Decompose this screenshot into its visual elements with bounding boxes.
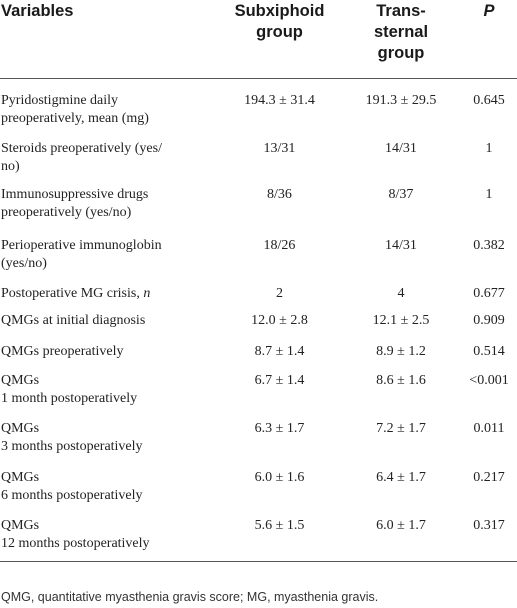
variable-line: 1 month postoperatively <box>1 391 138 406</box>
variable-line: no) <box>1 159 20 174</box>
header-variables: Variables <box>0 0 218 79</box>
cell-subxiphoid: 13/31 <box>263 141 296 156</box>
cell-subxiphoid: 18/26 <box>263 238 296 253</box>
cell-p-value: 0.317 <box>461 508 517 562</box>
variable-line: QMGs <box>1 518 40 533</box>
cell-subxiphoid: 8/36 <box>267 187 292 202</box>
variable-line: Perioperative immunoglobin <box>1 238 162 253</box>
cell-p-value: 0.645 <box>473 93 505 108</box>
variable-line: QMGs <box>1 470 40 485</box>
comparison-table-wrapper: Variables Subxiphoid group Trans- sterna… <box>0 0 517 562</box>
cell-p-value: 0.514 <box>473 344 505 359</box>
variable-line: 6 months postoperatively <box>1 488 143 503</box>
cell-transsternal: 14/31 <box>385 238 417 253</box>
cell-variable: Immunosuppressive drugs preoperatively (y… <box>0 179 218 226</box>
variable-line: Steroids preoperatively (yes/ <box>1 141 162 156</box>
variable-line: preoperatively (yes/no) <box>1 205 132 220</box>
comparison-table: Variables Subxiphoid group Trans- sterna… <box>0 0 517 562</box>
cell-subxiphoid: 6.0 ± 1.6 <box>254 470 305 485</box>
table-row: Pyridostigmine daily preoperatively, mean… <box>0 79 517 131</box>
cell-variable: QMGs at initial diagnosis <box>0 304 218 333</box>
variable-line: QMGs <box>1 373 40 388</box>
cell-p-value: 0.217 <box>473 470 505 485</box>
cell-subxiphoid: 12.0 ± 2.8 <box>251 313 308 328</box>
header-transsternal-line-1: Trans- <box>376 2 426 20</box>
cell-subxiphoid: 194.3 ± 31.4 <box>244 93 315 108</box>
cell-variable: QMGs 12 months postoperatively <box>0 508 218 562</box>
cell-transsternal: 8.6 ± 1.6 <box>376 373 426 388</box>
cell-variable: QMGs 6 months postoperatively <box>0 460 218 508</box>
header-subxiphoid-line-1: Subxiphoid <box>234 2 325 20</box>
cell-variable: Steroids preoperatively (yes/no) <box>0 130 218 179</box>
variable-line: Postoperative MG crisis, <box>1 286 144 301</box>
variable-line: Pyridostigmine daily <box>1 93 119 108</box>
table-row: QMGs 1 month postoperatively 6.7 ± 1.4 8.… <box>0 364 517 413</box>
table-footnote: QMG, quantitative myasthenia gravis scor… <box>1 590 379 604</box>
table-row: Postoperative MG crisis, n 2 4 0.677 <box>0 277 517 304</box>
cell-transsternal: 7.2 ± 1.7 <box>376 421 426 436</box>
header-transsternal-group: Trans- sternal group <box>341 0 461 79</box>
cell-subxiphoid: 6.7 ± 1.4 <box>254 373 305 388</box>
header-transsternal-line-2: sternal <box>373 23 429 41</box>
cell-p-value: 1 <box>485 187 493 202</box>
cell-variable: Perioperative immunoglobin (yes/no) <box>0 226 218 277</box>
variable-line: Immunosuppressive drugs <box>1 187 149 202</box>
cell-p-value: 0.677 <box>473 286 505 301</box>
cell-transsternal: 6.4 ± 1.7 <box>376 470 426 485</box>
cell-p-value: 0.909 <box>473 313 505 328</box>
header-transsternal-line-3: group <box>377 44 425 62</box>
variable-line: 12 months postoperatively <box>1 536 150 551</box>
table-row: QMGs 6 months postoperatively 6.0 ± 1.6 6… <box>0 460 517 508</box>
variable-line: 3 months postoperatively <box>1 439 143 454</box>
cell-variable: QMGs preoperatively <box>0 333 218 364</box>
cell-transsternal: 8/37 <box>388 187 414 202</box>
cell-transsternal: 4 <box>397 286 405 301</box>
variable-line: QMGs preoperatively <box>1 344 124 359</box>
cell-subxiphoid: 5.6 ± 1.5 <box>218 508 341 562</box>
table-row: QMGs preoperatively 8.7 ± 1.4 8.9 ± 1.2 … <box>0 333 517 364</box>
variable-line: QMGs <box>1 421 40 436</box>
table-header-row: Variables Subxiphoid group Trans- sterna… <box>0 0 517 79</box>
variable-italic-n: n <box>143 286 151 301</box>
cell-subxiphoid: 8.7 ± 1.4 <box>254 344 305 359</box>
table-row: Steroids preoperatively (yes/no) 13/31 1… <box>0 130 517 179</box>
cell-subxiphoid: 6.3 ± 1.7 <box>254 421 305 436</box>
table-row: Perioperative immunoglobin (yes/no) 18/26… <box>0 226 517 277</box>
header-subxiphoid-line-2: group <box>256 23 303 41</box>
cell-transsternal: 14/31 <box>385 141 417 156</box>
variable-line: QMGs at initial diagnosis <box>1 313 146 328</box>
cell-variable: QMGs 1 month postoperatively <box>0 364 218 413</box>
variable-line: (yes/no) <box>1 256 47 271</box>
table-row: QMGs at initial diagnosis 12.0 ± 2.8 12.… <box>0 304 517 333</box>
cell-p-value: <0.001 <box>469 373 509 388</box>
cell-variable: Postoperative MG crisis, n <box>0 277 218 304</box>
cell-transsternal: 12.1 ± 2.5 <box>372 313 430 328</box>
cell-transsternal: 8.9 ± 1.2 <box>376 344 426 359</box>
cell-p-value: 0.011 <box>473 421 505 436</box>
header-subxiphoid-group: Subxiphoid group <box>218 0 341 79</box>
cell-variable: Pyridostigmine daily preoperatively, mean… <box>0 79 218 131</box>
cell-variable: QMGs 3 months postoperatively <box>0 413 218 460</box>
table-row: QMGs 12 months postoperatively 5.6 ± 1.5 … <box>0 508 517 562</box>
variable-line: preoperatively, mean (mg) <box>1 111 149 126</box>
cell-p-value: 1 <box>485 141 493 156</box>
cell-subxiphoid: 2 <box>276 286 283 301</box>
table-row: QMGs 3 months postoperatively 6.3 ± 1.7 7… <box>0 413 517 460</box>
cell-transsternal: 191.3 ± 29.5 <box>365 93 437 108</box>
cell-transsternal: 6.0 ± 1.7 <box>341 508 461 562</box>
header-p-value: P <box>461 0 517 79</box>
cell-p-value: 0.382 <box>473 238 505 253</box>
table-row: Immunosuppressive drugs preoperatively (y… <box>0 179 517 226</box>
